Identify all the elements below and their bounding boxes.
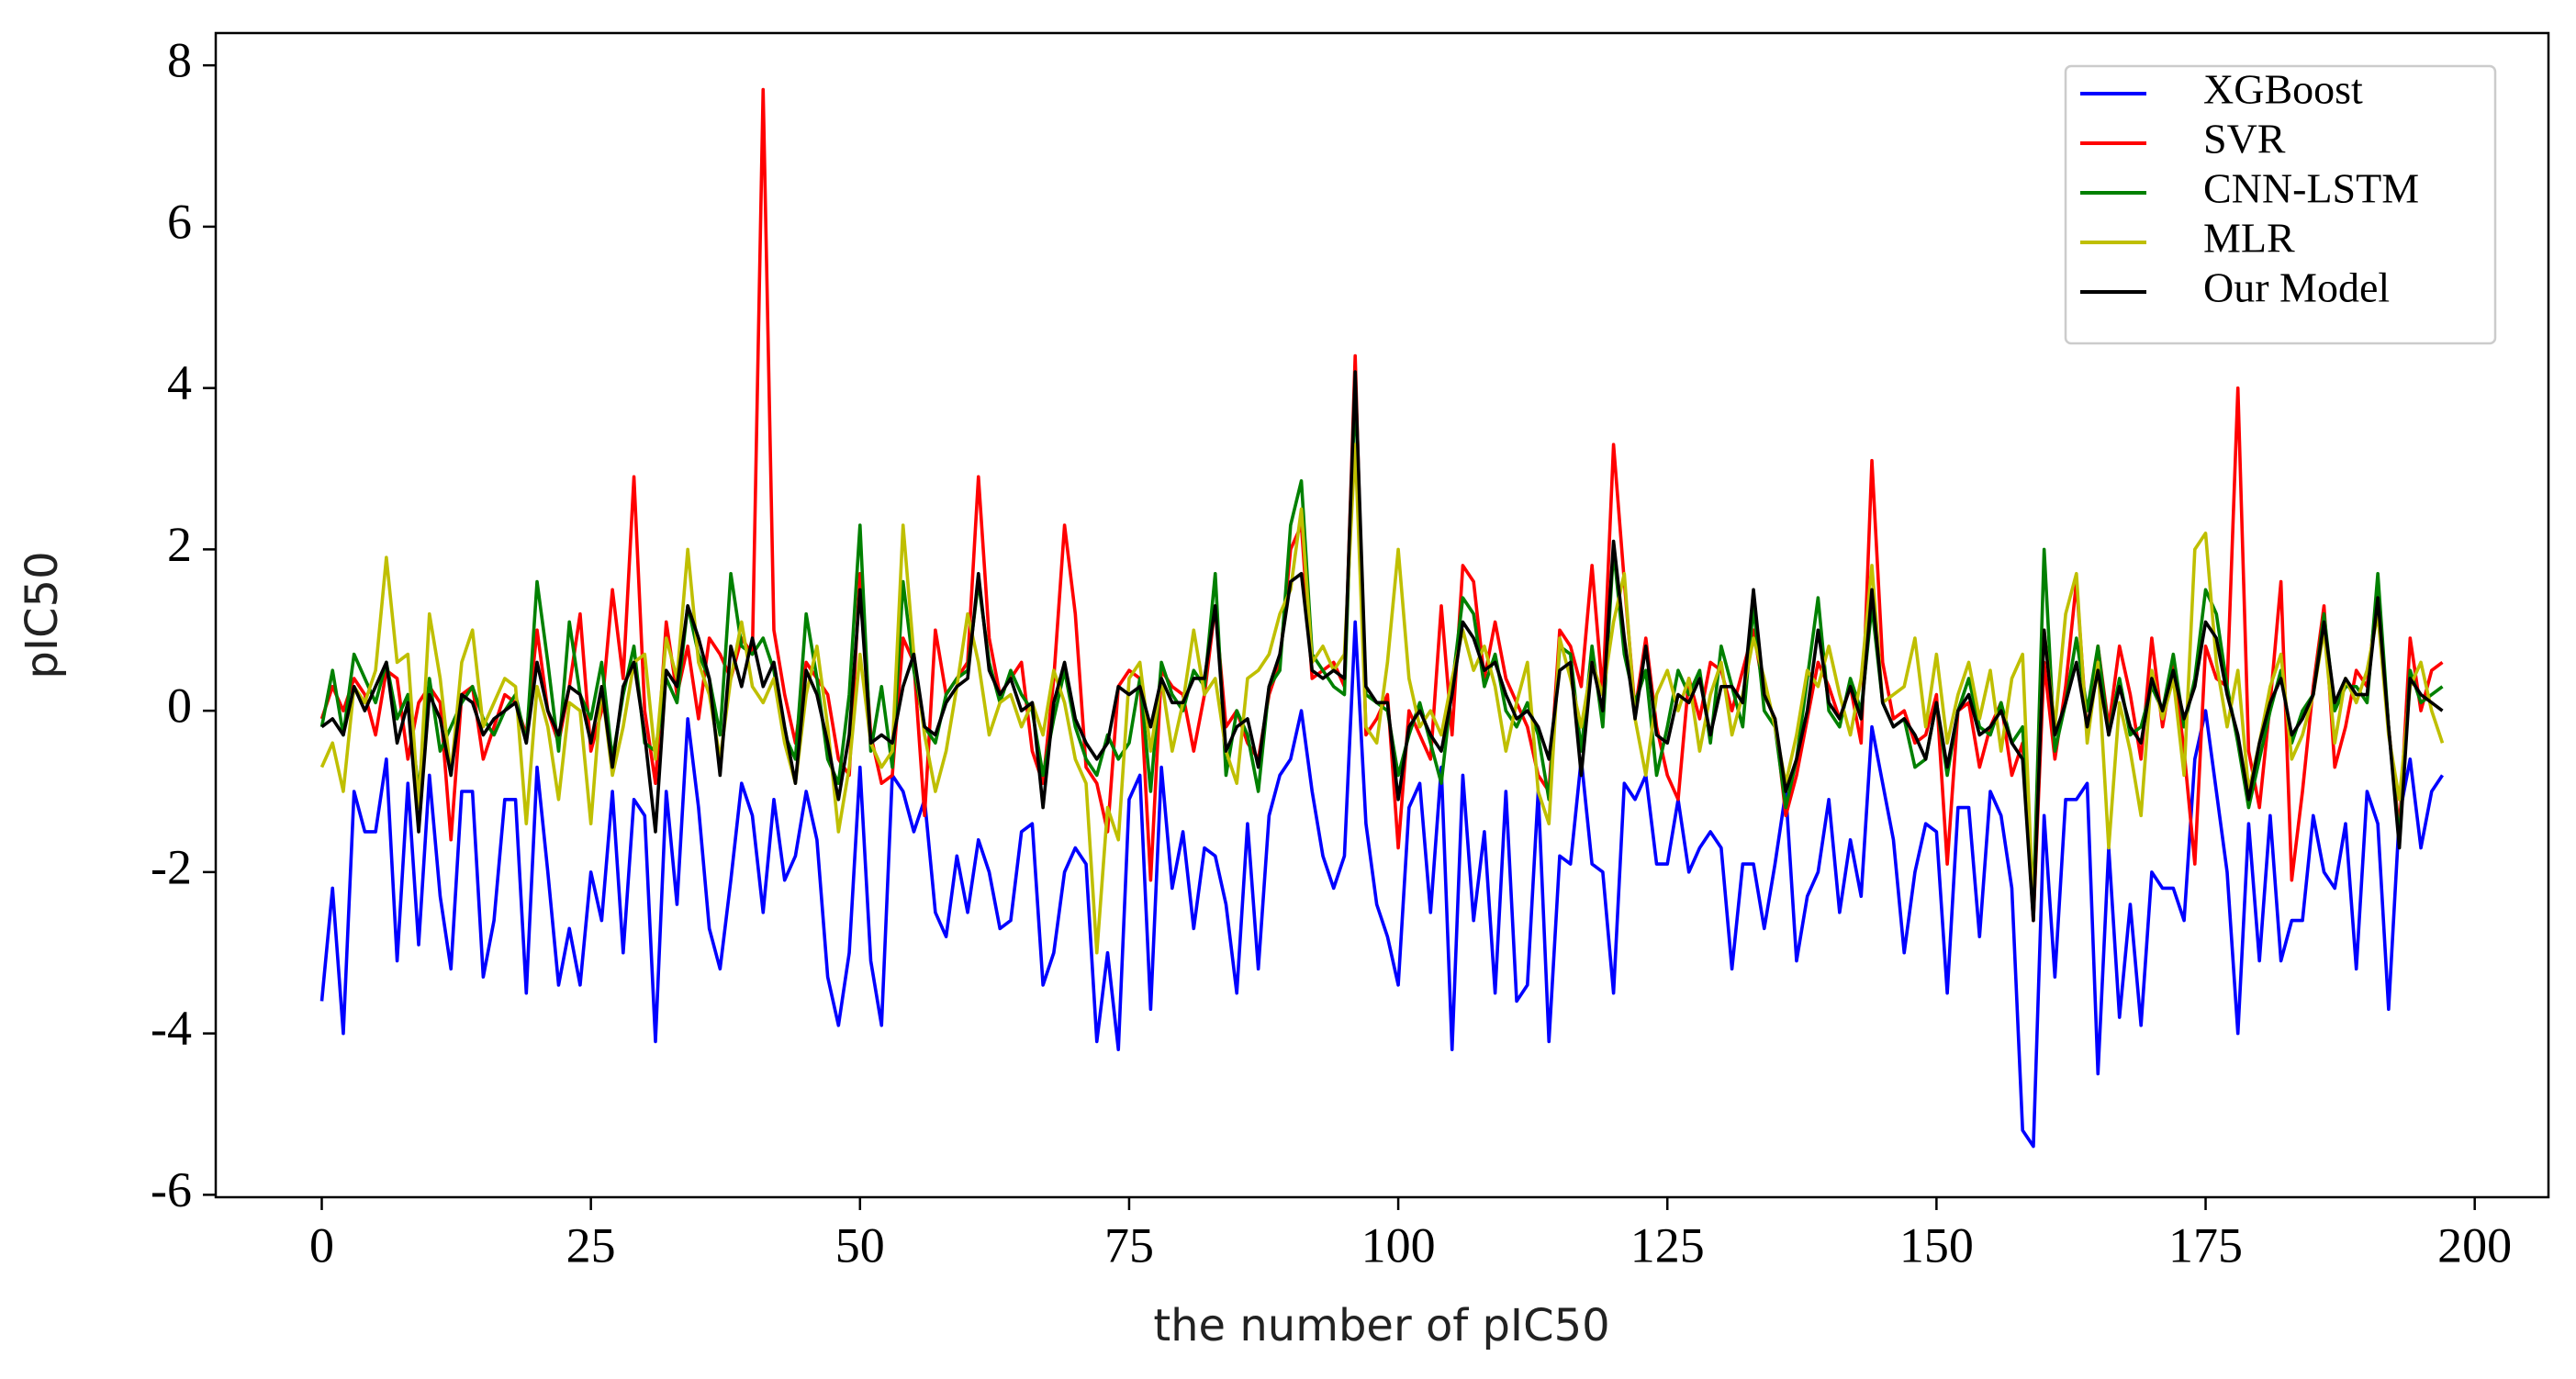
x-tick-label: 50 <box>835 1217 885 1272</box>
x-tick-label: 125 <box>1630 1217 1705 1272</box>
x-tick-label: 150 <box>1899 1217 1974 1272</box>
series-line <box>319 620 2444 1149</box>
x-tick-label: 200 <box>2437 1217 2512 1272</box>
x-tick-label: 75 <box>1104 1217 1154 1272</box>
x-tick-label: 100 <box>1361 1217 1436 1272</box>
plot-frame <box>214 31 2550 1199</box>
legend-label: Our Model <box>2203 264 2390 311</box>
y-tick-label: -4 <box>151 1001 192 1056</box>
y-tick-label: 8 <box>167 33 192 88</box>
y-tick-label: 6 <box>167 194 192 249</box>
y-tick-label: -2 <box>151 839 192 894</box>
series-line <box>320 370 2444 923</box>
y-tick-label: 0 <box>167 678 192 734</box>
y-tick-label: -6 <box>151 1162 192 1217</box>
x-tick-label: 25 <box>566 1217 616 1272</box>
series-line <box>319 386 2444 906</box>
y-axis-label: pIC50 <box>17 551 68 678</box>
x-tick-label: 0 <box>309 1217 334 1272</box>
legend-label: XGBoost <box>2203 66 2363 113</box>
legend-box <box>2064 64 2497 345</box>
x-axis-label: the number of pIC50 <box>1153 1300 1609 1351</box>
y-tick-label: 4 <box>167 355 192 410</box>
y-tick-label: 2 <box>167 517 192 572</box>
x-tick-label: 175 <box>2168 1217 2243 1272</box>
legend-label: MLR <box>2203 215 2295 262</box>
legend-label: CNN-LSTM <box>2203 165 2419 212</box>
legend-label: SVR <box>2203 116 2286 163</box>
